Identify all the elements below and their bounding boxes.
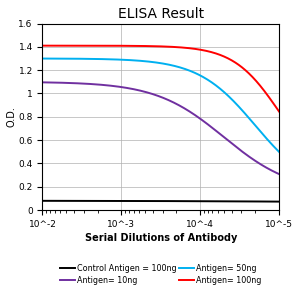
Antigen= 50ng — [40, 57, 44, 60]
Antigen= 10ng — [277, 172, 281, 176]
Antigen= 100ng — [153, 44, 157, 48]
Antigen= 50ng — [153, 61, 157, 64]
Antigen= 10ng — [182, 106, 185, 110]
Antigen= 100ng — [235, 61, 238, 65]
Line: Antigen= 10ng: Antigen= 10ng — [42, 82, 279, 174]
Antigen= 10ng — [272, 169, 275, 173]
Antigen= 100ng — [169, 45, 172, 49]
Antigen= 50ng — [235, 102, 238, 106]
Antigen= 10ng — [40, 80, 44, 84]
Antigen= 100ng — [272, 101, 275, 105]
Control Antigen = 100ng — [235, 200, 238, 203]
X-axis label: Serial Dilutions of Antibody: Serial Dilutions of Antibody — [85, 233, 237, 243]
Control Antigen = 100ng — [154, 199, 158, 203]
Control Antigen = 100ng — [182, 199, 185, 203]
Antigen= 50ng — [169, 63, 172, 67]
Line: Antigen= 100ng: Antigen= 100ng — [42, 46, 279, 112]
Title: ELISA Result: ELISA Result — [118, 7, 204, 21]
Antigen= 10ng — [154, 94, 158, 97]
Antigen= 50ng — [154, 61, 158, 64]
Control Antigen = 100ng — [153, 199, 157, 203]
Legend: Control Antigen = 100ng, Antigen= 10ng, Antigen= 50ng, Antigen= 100ng: Control Antigen = 100ng, Antigen= 10ng, … — [57, 261, 265, 288]
Antigen= 50ng — [182, 67, 185, 70]
Antigen= 50ng — [272, 144, 275, 148]
Antigen= 10ng — [169, 99, 172, 103]
Control Antigen = 100ng — [277, 200, 281, 203]
Antigen= 10ng — [235, 145, 238, 149]
Control Antigen = 100ng — [272, 200, 275, 203]
Control Antigen = 100ng — [169, 199, 172, 203]
Antigen= 10ng — [153, 93, 157, 97]
Y-axis label: O.D.: O.D. — [7, 106, 17, 127]
Antigen= 100ng — [277, 110, 281, 113]
Antigen= 50ng — [277, 150, 281, 154]
Line: Control Antigen = 100ng: Control Antigen = 100ng — [42, 201, 279, 202]
Control Antigen = 100ng — [40, 199, 44, 202]
Line: Antigen= 50ng: Antigen= 50ng — [42, 58, 279, 152]
Antigen= 100ng — [182, 46, 185, 50]
Antigen= 100ng — [40, 44, 44, 47]
Antigen= 100ng — [154, 44, 158, 48]
